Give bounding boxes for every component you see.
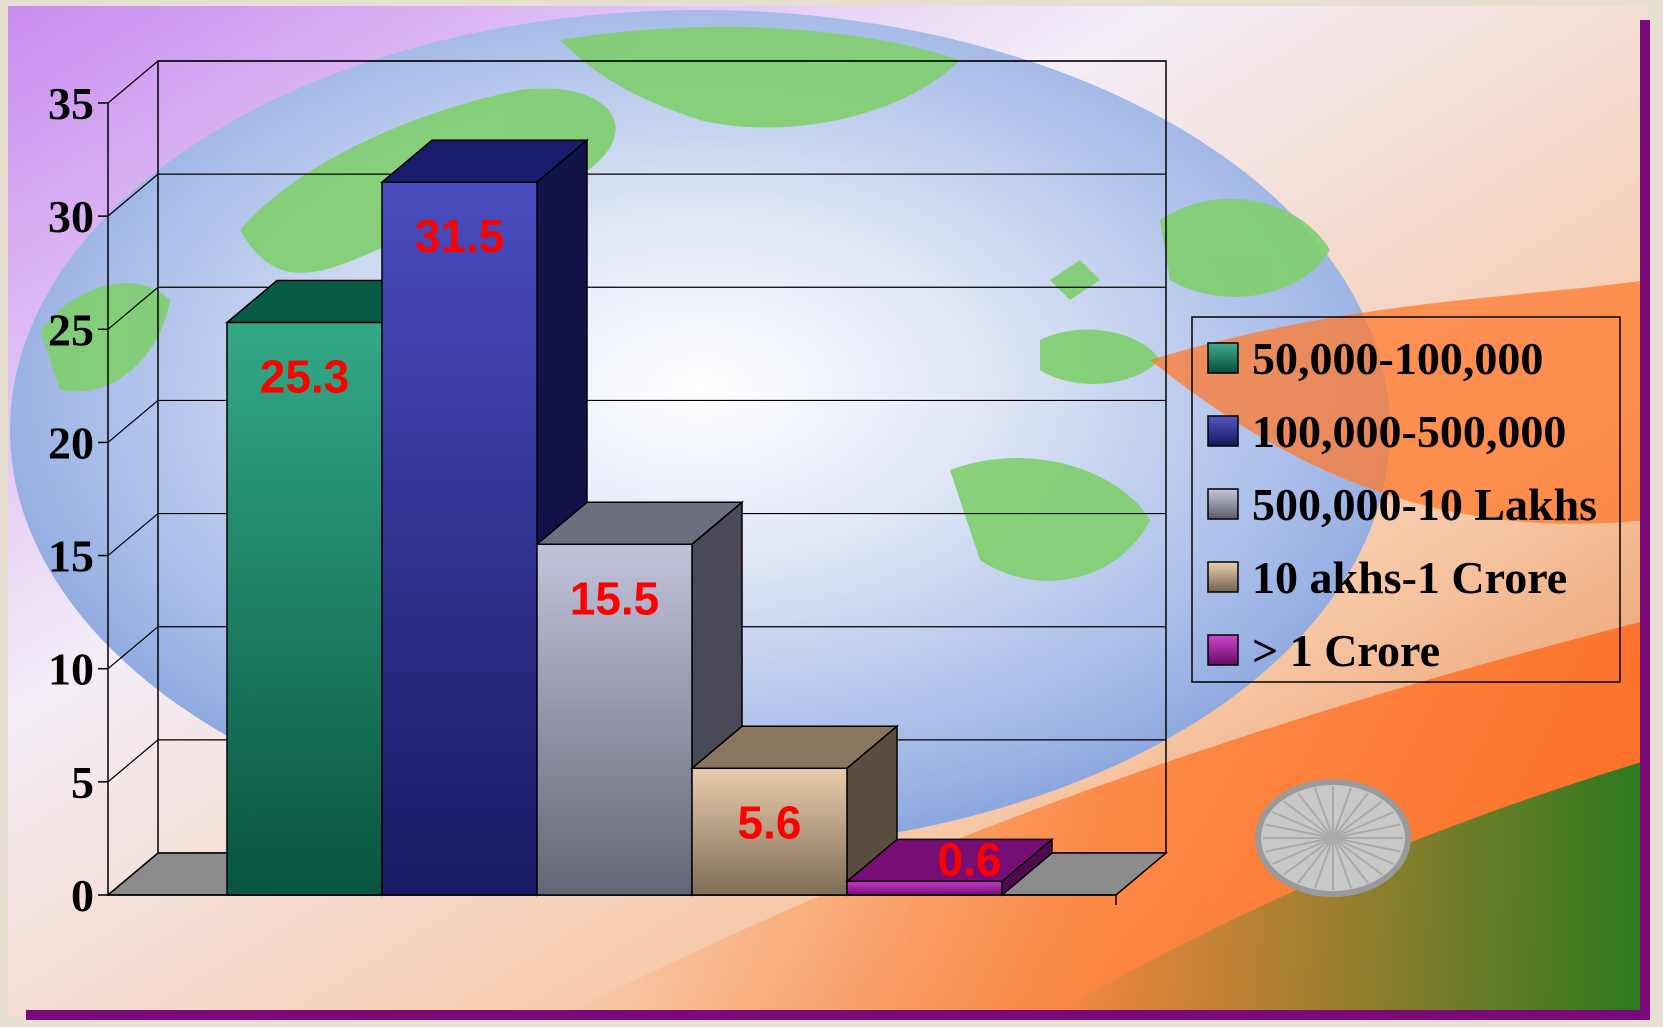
globe-landmasses xyxy=(40,26,1330,581)
y-axis: 0 5 10 15 20 25 30 35 xyxy=(48,78,1117,921)
y-tick-label: 5 xyxy=(71,757,94,808)
legend-swatch xyxy=(1207,634,1239,666)
legend-label: 500,000-10 Lakhs xyxy=(1252,479,1597,530)
y-tick-label: 35 xyxy=(48,78,94,129)
y-tick-label: 20 xyxy=(48,417,94,468)
bar-front xyxy=(846,880,1003,896)
bar xyxy=(844,837,1055,897)
y-tick-label: 0 xyxy=(71,870,94,921)
data-label: 0.6 xyxy=(938,833,1002,885)
gridline-side xyxy=(107,513,159,557)
data-labels: 25.3 31.5 15.5 5.6 0.6 xyxy=(260,210,1002,885)
bar-front xyxy=(226,321,383,896)
legend: 50,000-100,000 100,000-500,000 500,000-10 … xyxy=(1191,316,1621,683)
legend-box xyxy=(1191,316,1621,683)
legend-label: 50,000-100,000 xyxy=(1252,333,1543,384)
y-tick-label: 25 xyxy=(48,304,94,355)
gridline-side xyxy=(107,60,159,104)
legend-label: > 1 Crore xyxy=(1252,625,1440,676)
bar xyxy=(534,500,745,897)
bar-front xyxy=(381,181,538,896)
legend-label: 100,000-500,000 xyxy=(1252,406,1566,457)
legend-swatch xyxy=(1207,561,1239,593)
legend-swatch xyxy=(1207,342,1239,374)
gridline-side xyxy=(107,286,159,330)
gridline-side xyxy=(107,173,159,217)
legend-swatch xyxy=(1207,415,1239,447)
frame-bottom xyxy=(26,1010,1650,1020)
y-tick-label: 30 xyxy=(48,191,94,242)
chakra-wheel xyxy=(1255,779,1411,897)
y-tick-label: 10 xyxy=(48,644,94,695)
bar xyxy=(689,724,900,897)
orange-band-upper xyxy=(1150,280,1648,524)
data-label: 5.6 xyxy=(738,796,802,848)
legend-label: 10 akhs-1 Crore xyxy=(1252,552,1567,603)
bar-front xyxy=(691,767,848,896)
gridline-side xyxy=(107,852,159,896)
y-tick-label: 15 xyxy=(48,531,94,582)
gridline-side xyxy=(107,399,159,443)
frame-right xyxy=(1640,20,1650,1020)
data-label: 15.5 xyxy=(570,572,660,624)
chart-bars xyxy=(224,138,1055,897)
bar-front xyxy=(536,543,693,896)
gridline-side xyxy=(107,739,159,783)
data-label: 25.3 xyxy=(260,350,350,402)
data-label: 31.5 xyxy=(415,210,505,262)
gridline-side xyxy=(107,626,159,670)
legend-swatch xyxy=(1207,488,1239,520)
